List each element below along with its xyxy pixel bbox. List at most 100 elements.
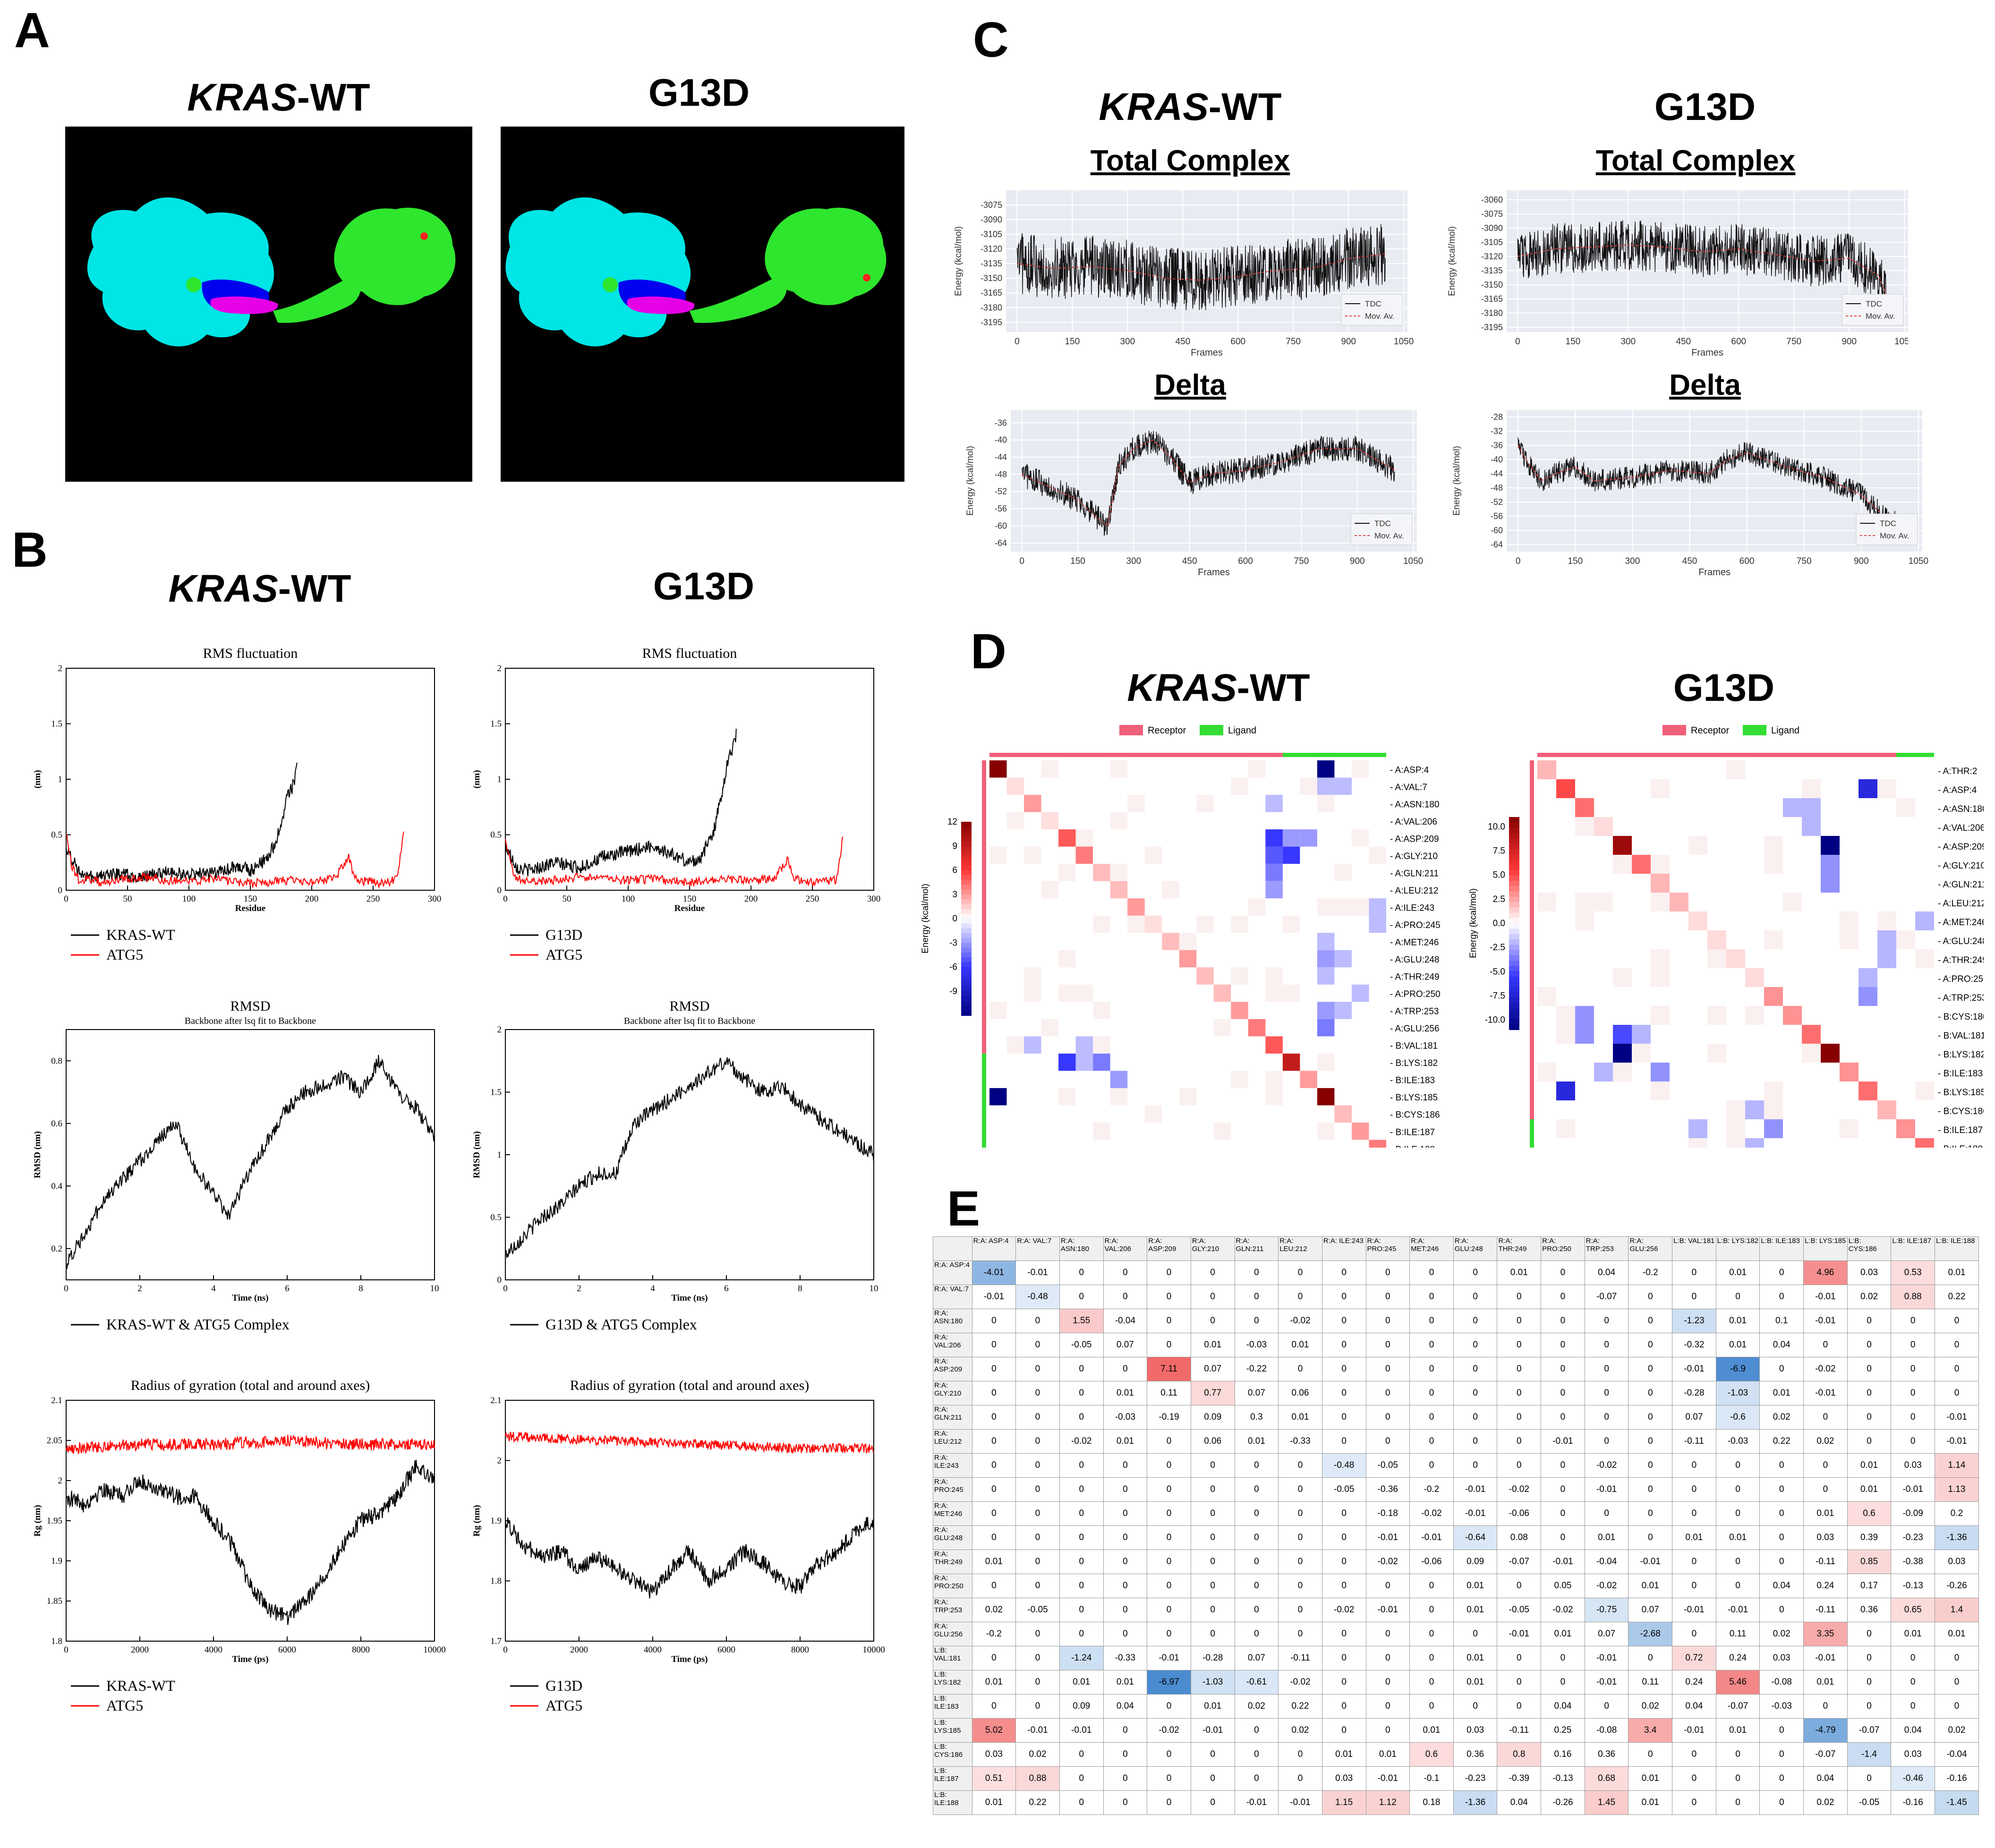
heatmap-cell-faint (1537, 987, 1556, 1006)
heatmap-cell (1764, 1119, 1783, 1138)
table-cell: 0 (1321, 1429, 1366, 1454)
x-tick-label: 1050 (1394, 337, 1414, 347)
table-cell: 0 (1409, 1260, 1454, 1285)
table-cell: -0.11 (1803, 1598, 1848, 1622)
heatmap-cell-faint (1707, 1044, 1726, 1063)
y-tick-label: -3150 (980, 273, 1002, 283)
table-cell: 0 (1234, 1598, 1279, 1622)
table-cell: 0 (1365, 1260, 1410, 1285)
heatmap-cell-faint (1024, 984, 1041, 1002)
row-label: - A:PRO:250 (1938, 974, 1984, 984)
table-cell: 0 (1541, 1525, 1585, 1550)
x-axis-label: Frames (1198, 567, 1230, 578)
table-cell: -0.03 (1759, 1694, 1804, 1719)
heatmap-cell-diagonal (1213, 984, 1231, 1002)
table-cell: 0.24 (1672, 1670, 1716, 1695)
row-label: - B:ILE:188 (1390, 1145, 1435, 1148)
table-cell: -0.01 (1803, 1646, 1848, 1670)
heatmap-cell-faint (1556, 1006, 1575, 1025)
heatmap-cell (1334, 777, 1352, 795)
legend-label: Mov. Av. (1365, 312, 1394, 321)
table-cell: -1.36 (1935, 1525, 1979, 1550)
x-tick-label: 100 (622, 894, 635, 904)
colorbar-segment (961, 836, 972, 842)
colorbar-segment (1509, 843, 1519, 850)
table-cell: 0 (1059, 1790, 1104, 1815)
heatmap-cell-faint (1651, 779, 1670, 798)
table-cell: -0.01 (1015, 1260, 1060, 1285)
table-cell: 0 (1015, 1670, 1060, 1695)
heatmap-cell-faint (1802, 779, 1821, 798)
y-tick-label: -3090 (1481, 223, 1503, 233)
table-cell: 1.12 (1365, 1790, 1410, 1815)
table-cell: 0 (1715, 1790, 1760, 1815)
table-cell: 0 (972, 1525, 1016, 1550)
y-tick-label: 2 (497, 1025, 502, 1035)
heatmap-cell-diagonal (1024, 795, 1041, 812)
heatmap-cell-faint (1575, 911, 1594, 930)
table-row: R:A: TRP:253 0.02 -0.05 0 0 0 0 0 0 -0.02 -0.01 0 0.… (933, 1598, 1979, 1622)
heatmap-cell (1265, 846, 1283, 864)
y-tick-label: -3195 (980, 317, 1002, 327)
heatmap-cell-faint (1127, 915, 1145, 933)
y-tick-label: 0.5 (51, 830, 62, 840)
table-cell: 0.01 (1497, 1260, 1542, 1285)
table-cell: 0 (1321, 1501, 1366, 1526)
heatmap-cell-diagonal (1764, 987, 1783, 1006)
column-header: L:B: ILE:183 (1759, 1236, 1804, 1261)
table-cell: -0.6 (1715, 1405, 1760, 1430)
table-cell: 0 (1759, 1742, 1804, 1767)
x-tick-label: 300 (867, 894, 881, 904)
colorbar-tick-label: -3 (949, 938, 957, 948)
table-cell: 0 (1453, 1453, 1498, 1478)
table-cell: -0.01 (1584, 1477, 1629, 1502)
colorbar-segment (961, 923, 972, 929)
x-tick-label: 4000 (644, 1645, 662, 1655)
heatmap-cell (1859, 987, 1877, 1006)
plot-background (1011, 410, 1417, 552)
x-tick-label: 150 (683, 894, 697, 904)
legend-label: KRAS-WT & ATG5 Complex (106, 1316, 290, 1333)
table-cell: 0.01 (1628, 1766, 1673, 1791)
heatmap-cell-diagonal (1859, 1082, 1877, 1100)
colorbar-tick-label: -6 (949, 962, 957, 972)
heatmap-cell-faint (1745, 1006, 1764, 1025)
colorbar-segment (961, 894, 972, 900)
table-cell: 0 (1234, 1742, 1279, 1767)
table-cell: -0.23 (1453, 1766, 1498, 1791)
y-tick-label: 1.8 (490, 1576, 502, 1586)
legend-label: TDC (1866, 299, 1882, 308)
panel-label-e: E (947, 1181, 980, 1236)
colorbar-segment (961, 933, 972, 938)
table-cell: 1.15 (1321, 1790, 1366, 1815)
x-tick-label: 10000 (423, 1645, 446, 1655)
column-header: R:A: ASP:4 (972, 1236, 1016, 1261)
legend-label: KRAS-WT (106, 1677, 175, 1694)
table-cell: 0 (1935, 1694, 1979, 1719)
column-header: L:B: CYS:186 (1847, 1236, 1892, 1261)
table-cell: 0 (1891, 1429, 1935, 1454)
heatmap-cell-diagonal (1075, 846, 1093, 864)
heatmap-cell-faint (1041, 760, 1059, 778)
table-cell: 0 (1059, 1501, 1104, 1526)
table-cell: 0 (1803, 1453, 1848, 1478)
heatmap-cell-faint (1840, 1119, 1859, 1138)
row-label: - A:THR:249 (1390, 972, 1440, 982)
x-axis-label: Time (ps) (671, 1654, 708, 1664)
table-cell: 0.17 (1847, 1574, 1892, 1598)
colorbar-segment (1509, 992, 1519, 998)
heatmap-cell-faint (1334, 864, 1352, 881)
table-cell: -0.07 (1803, 1742, 1848, 1767)
table-cell: -0.28 (1672, 1381, 1716, 1405)
x-tick-label: 0 (64, 1645, 68, 1655)
table-cell: 0 (1541, 1260, 1585, 1285)
table-cell: 0.11 (1147, 1381, 1191, 1405)
table-cell: 0 (1015, 1357, 1060, 1381)
heatmap-cell-faint (1896, 930, 1915, 949)
table-cell: 0.01 (1584, 1525, 1629, 1550)
table-cell: 0 (1628, 1453, 1673, 1478)
table-cell: 0 (1847, 1357, 1892, 1381)
table-cell: -0.02 (1409, 1501, 1454, 1526)
table-cell: 0 (1015, 1694, 1060, 1719)
column-header: L:B: LYS:185 (1803, 1236, 1848, 1261)
